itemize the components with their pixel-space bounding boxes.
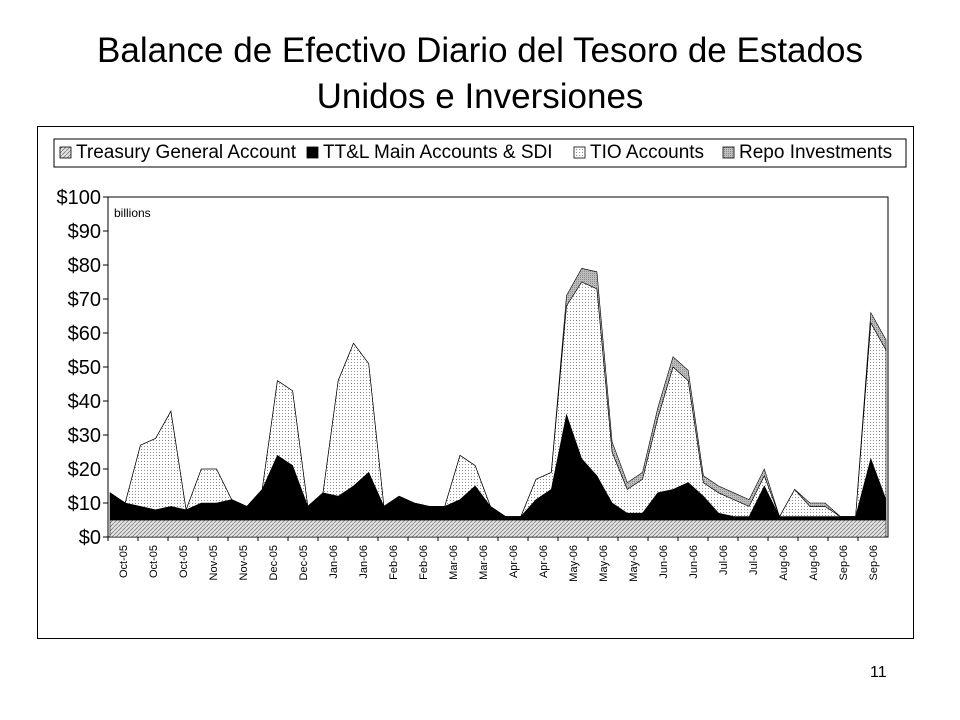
x-tick-label: Jul-06 [718, 545, 730, 575]
x-tick-label: Oct-05 [178, 545, 190, 578]
y-tick-label: $10 [68, 493, 101, 515]
x-tick-label: Feb-06 [418, 545, 430, 580]
y-tick-label: $0 [79, 527, 101, 549]
x-tick-label: May-06 [568, 545, 580, 582]
x-tick-label: Apr-06 [538, 545, 550, 578]
unit-note: billions [114, 206, 151, 220]
area-repo-investments [109, 268, 887, 518]
x-tick-label: Nov-05 [238, 545, 250, 580]
x-tick-label: Oct-05 [118, 545, 130, 578]
legend-swatch-repo-investments [722, 146, 735, 159]
y-tick-label: $60 [68, 323, 101, 345]
y-tick-label: $30 [68, 425, 101, 447]
legend-swatch-tio-accounts [573, 146, 586, 159]
x-tick-label: Aug-06 [808, 545, 820, 580]
legend: Treasury General Account TT&L Main Accoun… [59, 142, 892, 163]
x-tick-label: Oct-05 [148, 545, 160, 578]
legend-box [53, 138, 907, 168]
x-axis: Oct-05 Oct-05 Oct-05 Nov-05 Nov-05 Dec-05 Dec-… [107, 537, 880, 582]
title-line-1: Balance de Efectivo Diario del Tesoro de… [97, 31, 863, 70]
y-tick-label: $80 [68, 255, 101, 277]
x-tick-label: Nov-05 [208, 545, 220, 580]
stacked-areas [109, 268, 887, 538]
legend-label-treasury-general-account: Treasury General Account [76, 142, 297, 163]
chart-frame: Treasury General Account TT&L Main Accoun… [37, 126, 914, 639]
legend-label-ttl-main-accounts: TT&L Main Accounts & SDI [323, 142, 553, 163]
cash-balance-chart: Treasury General Account TT&L Main Accoun… [53, 138, 907, 582]
x-tick-label: Sep-06 [868, 545, 880, 580]
slide-title: Balance de Efectivo Diario del Tesoro de… [40, 28, 920, 120]
legend-label-repo-investments: Repo Investments [739, 142, 892, 163]
x-tick-label: Jul-06 [748, 545, 760, 575]
plot-area [107, 196, 889, 538]
x-tick-label: Jun-06 [658, 545, 670, 579]
y-tick-label: $90 [68, 221, 101, 243]
area-treasury-general-account [109, 519, 887, 538]
legend-swatch-ttl-main-accounts [306, 146, 319, 159]
x-tick-label: May-06 [628, 545, 640, 582]
y-tick-label: $40 [68, 391, 101, 413]
x-tick-label: Mar-06 [478, 545, 490, 580]
title-line-2: Unidos e Inversiones [316, 77, 644, 116]
y-tick-label: $70 [68, 289, 101, 311]
x-tick-label: Dec-05 [268, 545, 280, 580]
x-tick-label: May-06 [598, 545, 610, 582]
x-tick-label: Jan-06 [358, 545, 370, 579]
x-tick-label: Mar-06 [448, 545, 460, 580]
x-tick-label: Sep-06 [838, 545, 850, 580]
x-tick-label: Jan-06 [328, 545, 340, 579]
y-tick-label: $50 [68, 357, 101, 379]
x-tick-label: Feb-06 [388, 545, 400, 580]
x-tick-label: Jun-06 [688, 545, 700, 579]
page-number: 11 [870, 664, 887, 681]
x-tick-label: Dec-05 [298, 545, 310, 580]
x-tick-label: Aug-06 [778, 545, 790, 580]
y-tick-label: $20 [68, 459, 101, 481]
legend-swatch-treasury-general-account [59, 146, 72, 159]
y-tick-label: $100 [57, 187, 102, 209]
y-axis: $0 $10 $20 $30 $40 $50 $60 $70 $80 $90 $100 [57, 187, 108, 549]
legend-label-tio-accounts: TIO Accounts [590, 142, 704, 163]
x-tick-label: Apr-06 [508, 545, 520, 578]
